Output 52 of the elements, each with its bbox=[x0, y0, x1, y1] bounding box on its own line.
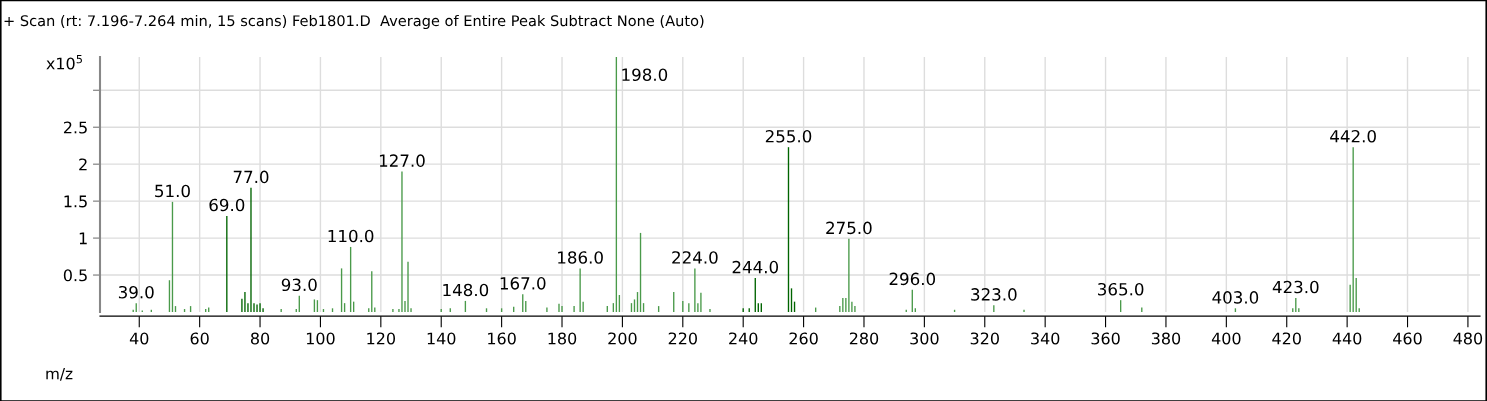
annotation: 423.0 bbox=[1272, 280, 1319, 294]
x-tick-label: 100 bbox=[306, 332, 335, 345]
x-tick-label: 80 bbox=[250, 332, 270, 345]
chart-title: + Scan (rt: 7.196-7.264 min, 15 scans) Feb1801.D Average of Entire Peak Subtract None (Auto) bbox=[4, 14, 704, 30]
annotation: 224.0 bbox=[672, 251, 718, 264]
annotation: 244.0 bbox=[732, 260, 779, 274]
x-tick-label: 280 bbox=[849, 332, 879, 345]
x-tick-label: 140 bbox=[427, 332, 456, 345]
x-tick-label: 40 bbox=[129, 332, 149, 345]
x-tick-label: 480 bbox=[1453, 332, 1483, 345]
x-tick-label: 60 bbox=[190, 332, 209, 345]
annotation: 296.0 bbox=[889, 272, 936, 286]
annotation: 39.0 bbox=[118, 285, 154, 299]
x-tick-label: 320 bbox=[970, 332, 999, 345]
annotation: 51.0 bbox=[155, 184, 190, 198]
y-tick-label: 2.5 bbox=[63, 121, 87, 134]
annotation: 255.0 bbox=[765, 129, 812, 143]
annotation: 77.0 bbox=[233, 170, 269, 184]
annotation: 365.0 bbox=[1098, 282, 1144, 296]
x-tick-label: 220 bbox=[668, 332, 697, 345]
y-tick-label: 1.5 bbox=[64, 195, 87, 208]
x-tick-label: 380 bbox=[1151, 332, 1181, 345]
annotation: 167.0 bbox=[500, 277, 546, 290]
annotation: 275.0 bbox=[826, 221, 872, 235]
annotation: 127.0 bbox=[379, 154, 425, 167]
x-tick-label: 240 bbox=[729, 332, 758, 345]
x-tick-label: 360 bbox=[1091, 332, 1120, 345]
annotation: 69.0 bbox=[209, 198, 245, 212]
x-tick-label: 120 bbox=[367, 332, 396, 345]
y-tick-label: 0.5 bbox=[63, 269, 87, 282]
annotation: 403.0 bbox=[1212, 291, 1259, 304]
x-tick-label: 260 bbox=[789, 332, 818, 345]
x-tick-label: 200 bbox=[608, 332, 637, 345]
x-tick-label: 180 bbox=[548, 332, 577, 345]
annotation: 442.0 bbox=[1330, 129, 1376, 143]
x-tick-label: 420 bbox=[1272, 332, 1301, 345]
annotation: 93.0 bbox=[281, 278, 317, 292]
x-tick-label: 440 bbox=[1332, 332, 1362, 345]
annotation: 110.0 bbox=[328, 229, 374, 243]
annotation: 148.0 bbox=[443, 283, 489, 297]
annotation: 186.0 bbox=[558, 251, 603, 264]
x-tick-label: 160 bbox=[488, 332, 516, 345]
y-tick-label: 1 bbox=[79, 232, 87, 245]
y-axis-title: x10$^{5}$ bbox=[46, 55, 82, 70]
x-tick-label: 400 bbox=[1211, 332, 1241, 345]
annotation: 198.0 bbox=[622, 68, 668, 82]
annotation: 323.0 bbox=[971, 288, 1017, 301]
x-tick-label: 460 bbox=[1393, 332, 1422, 345]
x-axis-title: m/z bbox=[46, 368, 73, 381]
y-tick-label: 2 bbox=[79, 158, 87, 171]
x-tick-label: 340 bbox=[1031, 332, 1060, 345]
x-tick-label: 300 bbox=[910, 332, 939, 345]
